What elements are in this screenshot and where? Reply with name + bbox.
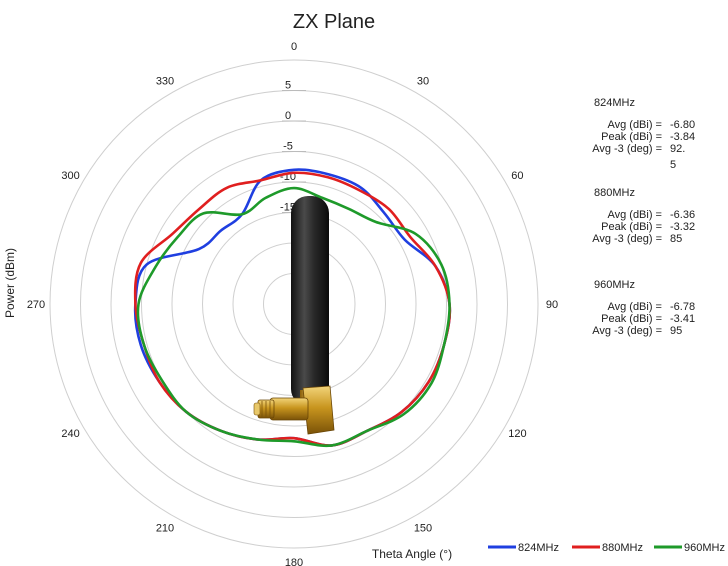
antenna-image bbox=[253, 196, 335, 435]
stats-label: Peak (dBi) = bbox=[601, 313, 662, 325]
angle-tick-label: 120 bbox=[508, 428, 526, 440]
angle-tick-label: 0 bbox=[291, 41, 297, 53]
stats-block: 824MHz Avg (dBi) = -6.80 Peak (dBi) = -3.84 A… bbox=[566, 96, 726, 186]
stats-header: 824MHz bbox=[594, 97, 635, 109]
radial-tick-labels: 50-5-10-15 bbox=[280, 80, 306, 214]
radial-tick-label: 5 bbox=[285, 80, 291, 92]
legend-label: 824MHz bbox=[518, 542, 559, 554]
x-axis-label: Theta Angle (°) bbox=[372, 547, 452, 561]
stats-label: Avg (dBi) = bbox=[607, 301, 662, 313]
series-line-880mhz bbox=[133, 171, 452, 447]
angle-tick-label: 240 bbox=[61, 428, 79, 440]
legend-label: 880MHz bbox=[602, 542, 643, 554]
series-lines bbox=[133, 168, 452, 448]
legend: 824MHz 880MHz 960MHz bbox=[488, 542, 725, 554]
angle-tick-label: 270 bbox=[27, 299, 45, 311]
series-line-960mhz bbox=[136, 186, 451, 448]
stats-label: Avg (dBi) = bbox=[607, 209, 662, 221]
grid-ring bbox=[49, 59, 539, 549]
stats-label: Peak (dBi) = bbox=[601, 131, 662, 143]
legend-label: 960MHz bbox=[684, 542, 725, 554]
stats-value: 92. bbox=[670, 143, 686, 155]
stats-value: -6.78 bbox=[670, 301, 696, 313]
angle-tick-label: 300 bbox=[61, 170, 79, 182]
stats-label: Peak (dBi) = bbox=[601, 221, 662, 233]
stats-value: -6.36 bbox=[670, 209, 696, 221]
stats-block: 880MHz Avg (dBi) = -6.36 Peak (dBi) = -3.32 A… bbox=[566, 186, 726, 276]
angle-tick-label: 90 bbox=[546, 299, 558, 311]
angle-tick-label: 30 bbox=[417, 76, 429, 88]
chart-title: ZX Plane bbox=[293, 11, 375, 33]
radial-tick-label: 0 bbox=[285, 110, 291, 122]
stats-header: 880MHz bbox=[594, 187, 635, 199]
stats-block: 960MHz Avg (dBi) = -6.78 Peak (dBi) = -3.41 A… bbox=[566, 278, 726, 368]
stats-value: 95 bbox=[670, 325, 683, 337]
stats-label: Avg -3 (deg) = bbox=[592, 325, 662, 337]
stats-value: 85 bbox=[670, 233, 683, 245]
stats-label: Avg (dBi) = bbox=[607, 119, 662, 131]
stats-value: -6.80 bbox=[670, 119, 696, 131]
y-axis-label: Power (dBm) bbox=[3, 248, 17, 318]
stats-value: -3.32 bbox=[670, 221, 696, 233]
stats-value: -3.41 bbox=[670, 313, 696, 325]
angle-tick-label: 150 bbox=[414, 522, 432, 534]
stats-header: 960MHz bbox=[594, 279, 635, 291]
stats-value-continuation: 5 bbox=[670, 159, 677, 171]
angle-tick-label: 180 bbox=[285, 557, 303, 566]
stats-value: -3.84 bbox=[670, 131, 696, 143]
stats-label: Avg -3 (deg) = bbox=[592, 233, 662, 245]
angle-tick-label: 330 bbox=[156, 76, 174, 88]
radial-tick-label: -5 bbox=[283, 141, 293, 153]
angle-tick-label: 210 bbox=[156, 522, 174, 534]
angle-tick-label: 60 bbox=[511, 170, 523, 182]
angle-tick-labels: 0 30 60 90 120 150 180 210 240 270 300 330 bbox=[27, 41, 558, 566]
stats-label: Avg -3 (deg) = bbox=[592, 143, 662, 155]
